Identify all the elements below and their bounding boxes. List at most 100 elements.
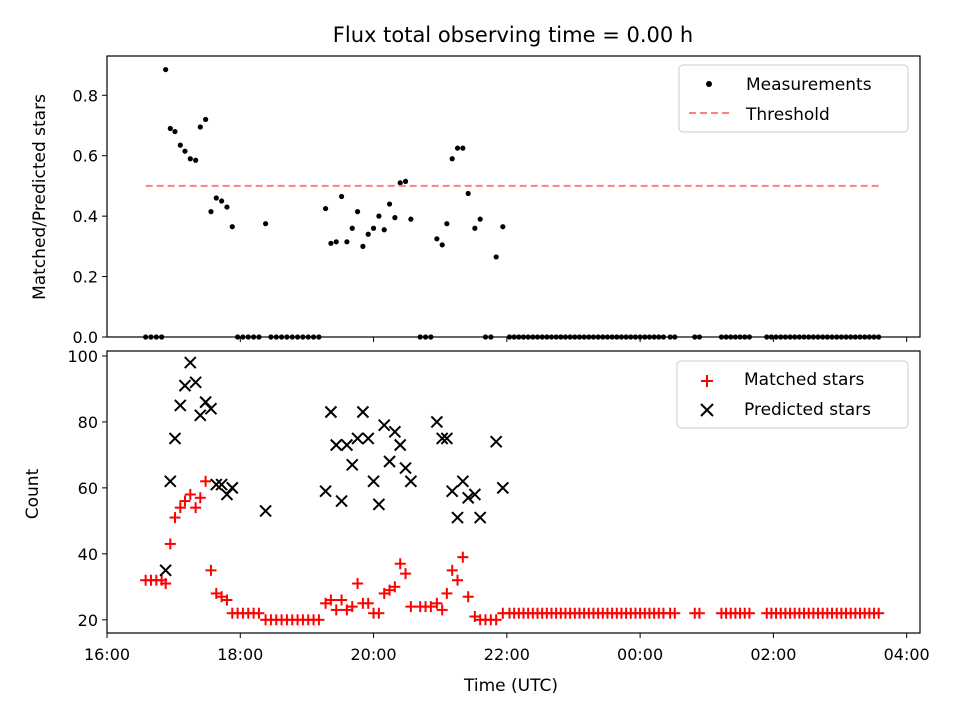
- measurement-point: [349, 225, 355, 231]
- legend-measurements-marker: [706, 81, 712, 87]
- y-tick-label: 0.2: [73, 268, 98, 287]
- matched-stars-point: [389, 581, 401, 593]
- predicted-stars-point: [473, 511, 487, 524]
- predicted-stars-point: [351, 432, 364, 445]
- predicted-stars-point: [430, 415, 444, 429]
- matched-stars-point: [462, 591, 474, 603]
- top-panel: Flux total observing time = 0.00 h 0.00.…: [30, 23, 921, 347]
- measurement-point: [465, 190, 471, 197]
- bottom-legend-box: [676, 360, 909, 429]
- top-legend: Measurements Threshold: [678, 64, 909, 133]
- x-tick-label: 04:00: [884, 645, 930, 664]
- predicted-stars-point: [330, 438, 343, 452]
- matched-stars-point: [205, 564, 217, 576]
- y-tick-label: 80: [78, 413, 98, 432]
- legend-predicted-marker: [700, 403, 714, 417]
- measurement-point: [167, 125, 173, 132]
- matched-stars-point: [441, 587, 453, 599]
- measurement-point: [263, 221, 269, 227]
- measurement-point: [229, 224, 235, 230]
- matched-stars-point: [174, 502, 186, 514]
- measurement-point: [500, 224, 506, 230]
- matched-stars-point: [194, 492, 206, 504]
- top-plot-frame: [106, 55, 921, 338]
- matched-stars-point: [330, 604, 342, 616]
- measurement-point: [376, 213, 382, 219]
- predicted-stars-point: [383, 455, 396, 468]
- measurement-point: [365, 231, 371, 237]
- matched-stars-point: [873, 607, 885, 619]
- matched-stars-point: [693, 607, 705, 619]
- matched-stars-point: [452, 574, 464, 586]
- x-tick-label: 18:00: [217, 645, 263, 664]
- matched-stars-point: [253, 607, 265, 619]
- predicted-stars-point: [174, 399, 187, 412]
- predicted-stars-point: [184, 356, 197, 369]
- measurement-point: [203, 116, 209, 123]
- measurement-point: [354, 209, 361, 215]
- top-y-axis-label: Matched/Predicted stars: [30, 94, 50, 300]
- legend-threshold-label: Threshold: [745, 105, 830, 125]
- predicted-stars-point: [367, 475, 380, 488]
- measurement-point: [472, 225, 478, 231]
- measurement-point: [338, 193, 345, 200]
- predicted-stars-point: [194, 409, 207, 422]
- predicted-stars-point: [435, 432, 449, 445]
- predicted-stars-point: [456, 475, 470, 488]
- top-x-ticks: [239, 337, 908, 342]
- measurement-point: [172, 128, 178, 135]
- predicted-stars-point: [259, 504, 272, 518]
- legend-matched-marker: [701, 375, 713, 387]
- predicted-stars-point: [440, 432, 454, 445]
- measurement-point: [381, 227, 387, 233]
- matched-stars-point: [325, 594, 337, 606]
- y-tick-label: 0.6: [73, 147, 98, 166]
- predicted-stars-point: [324, 405, 338, 419]
- matched-stars-point: [400, 568, 412, 580]
- bottom-x-axis: 16:00 18:00 20:00 22:00 00:00 02:00 04:00: [84, 633, 930, 664]
- bottom-panel: 20 40 60 80 100 16:00 18:00 20:00 22:00 00:00 02:…: [23, 347, 930, 696]
- predicted-stars-point: [372, 498, 386, 511]
- bottom-plot-frame: [106, 350, 921, 634]
- predicted-stars-point: [362, 432, 375, 445]
- bottom-y-axis-label: Count: [23, 468, 43, 519]
- y-tick-label: 0.4: [73, 207, 98, 226]
- predicted-stars-point: [226, 481, 239, 495]
- measurement-point: [163, 66, 169, 73]
- measurement-point: [402, 178, 409, 184]
- bottom-legend: Matched stars Predicted stars: [676, 360, 909, 429]
- measurement-point: [177, 142, 183, 148]
- predicted-stars-point: [159, 564, 172, 577]
- matched-stars-point: [490, 614, 502, 626]
- measurement-point: [360, 243, 366, 249]
- matched-stars-point: [743, 607, 755, 619]
- y-tick-label: 20: [78, 611, 98, 630]
- predicted-stars-point: [164, 475, 177, 488]
- matched-stars-point: [457, 551, 469, 563]
- measurement-point: [392, 215, 398, 221]
- y-tick-label: 0.0: [73, 328, 98, 347]
- measurement-point: [193, 157, 199, 163]
- matched-stars-point: [436, 604, 448, 616]
- measurement-point: [370, 225, 377, 231]
- bottom-y-axis: 20 40 60 80 100: [67, 347, 107, 630]
- matched-stars-point: [179, 495, 191, 507]
- measurement-point: [408, 216, 414, 222]
- predicted-stars-point: [210, 478, 223, 491]
- predicted-stars-point: [319, 484, 332, 498]
- measurement-point: [444, 221, 450, 227]
- matched-stars-point: [405, 601, 417, 613]
- top-legend-box: [678, 64, 909, 133]
- matched-stars-point: [425, 601, 437, 613]
- predicted-stars-point: [340, 438, 354, 452]
- measurement-point: [477, 216, 483, 222]
- predicted-stars-point: [445, 484, 459, 498]
- measurement-point: [208, 209, 214, 215]
- predicted-stars-point: [346, 458, 359, 471]
- matched-stars-point: [164, 538, 176, 550]
- measurement-point: [219, 198, 225, 204]
- predicted-stars-point: [451, 511, 464, 524]
- legend-predicted-label: Predicted stars: [744, 400, 871, 420]
- predicted-stars-point: [356, 405, 370, 419]
